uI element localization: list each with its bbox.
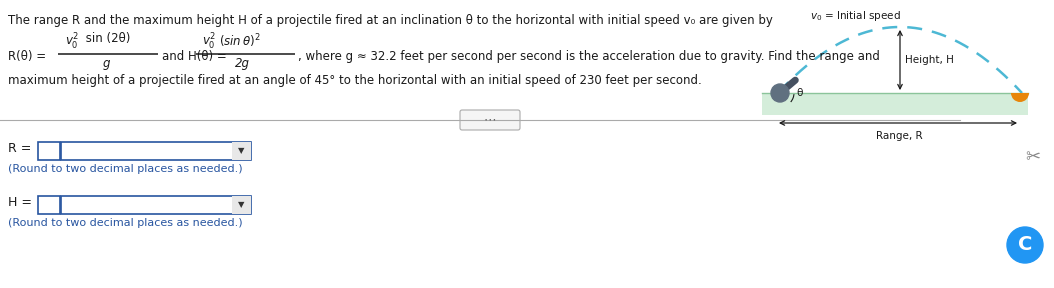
Bar bbox=[232, 196, 251, 214]
Text: $v_0^2$: $v_0^2$ bbox=[65, 32, 79, 52]
Text: (Round to two decimal places as needed.): (Round to two decimal places as needed.) bbox=[8, 218, 242, 228]
Text: θ: θ bbox=[796, 88, 802, 98]
Text: ✂: ✂ bbox=[1024, 148, 1040, 166]
Text: $\mathit{v}_0$ = Initial speed: $\mathit{v}_0$ = Initial speed bbox=[811, 9, 901, 23]
Text: ▼: ▼ bbox=[238, 200, 245, 209]
FancyBboxPatch shape bbox=[460, 110, 520, 130]
Text: R(θ) =: R(θ) = bbox=[8, 50, 46, 63]
Text: sin (2θ): sin (2θ) bbox=[82, 32, 131, 45]
Text: 2g: 2g bbox=[235, 57, 250, 70]
Text: , where g ≈ 32.2 feet per second per second is the acceleration due to gravity. : , where g ≈ 32.2 feet per second per sec… bbox=[298, 50, 880, 63]
Bar bbox=[61, 196, 251, 214]
Bar bbox=[38, 196, 60, 214]
Text: ⋯: ⋯ bbox=[484, 113, 496, 126]
Bar bbox=[762, 93, 1028, 115]
Text: (Round to two decimal places as needed.): (Round to two decimal places as needed.) bbox=[8, 164, 242, 174]
Text: $v_0^2$: $v_0^2$ bbox=[202, 32, 216, 52]
Bar bbox=[38, 142, 60, 160]
Text: R =: R = bbox=[8, 142, 32, 155]
Text: $(\mathit{sin}\,\theta)^2$: $(\mathit{sin}\,\theta)^2$ bbox=[219, 32, 260, 50]
Text: g: g bbox=[103, 57, 111, 70]
Text: H =: H = bbox=[8, 196, 32, 209]
Text: ▼: ▼ bbox=[238, 147, 245, 156]
Circle shape bbox=[1007, 227, 1043, 263]
Bar bbox=[232, 142, 251, 160]
Text: Range, R: Range, R bbox=[876, 131, 922, 141]
Text: maximum height of a projectile fired at an angle of 45° to the horizontal with a: maximum height of a projectile fired at … bbox=[8, 74, 702, 87]
Text: C: C bbox=[1018, 236, 1032, 255]
Bar bbox=[61, 142, 251, 160]
Circle shape bbox=[770, 84, 789, 102]
Wedge shape bbox=[1011, 93, 1029, 102]
Text: Height, H: Height, H bbox=[905, 55, 954, 65]
Text: and H(θ) =: and H(θ) = bbox=[162, 50, 227, 63]
Text: The range R and the maximum height H of a projectile fired at an inclination θ t: The range R and the maximum height H of … bbox=[8, 14, 773, 27]
